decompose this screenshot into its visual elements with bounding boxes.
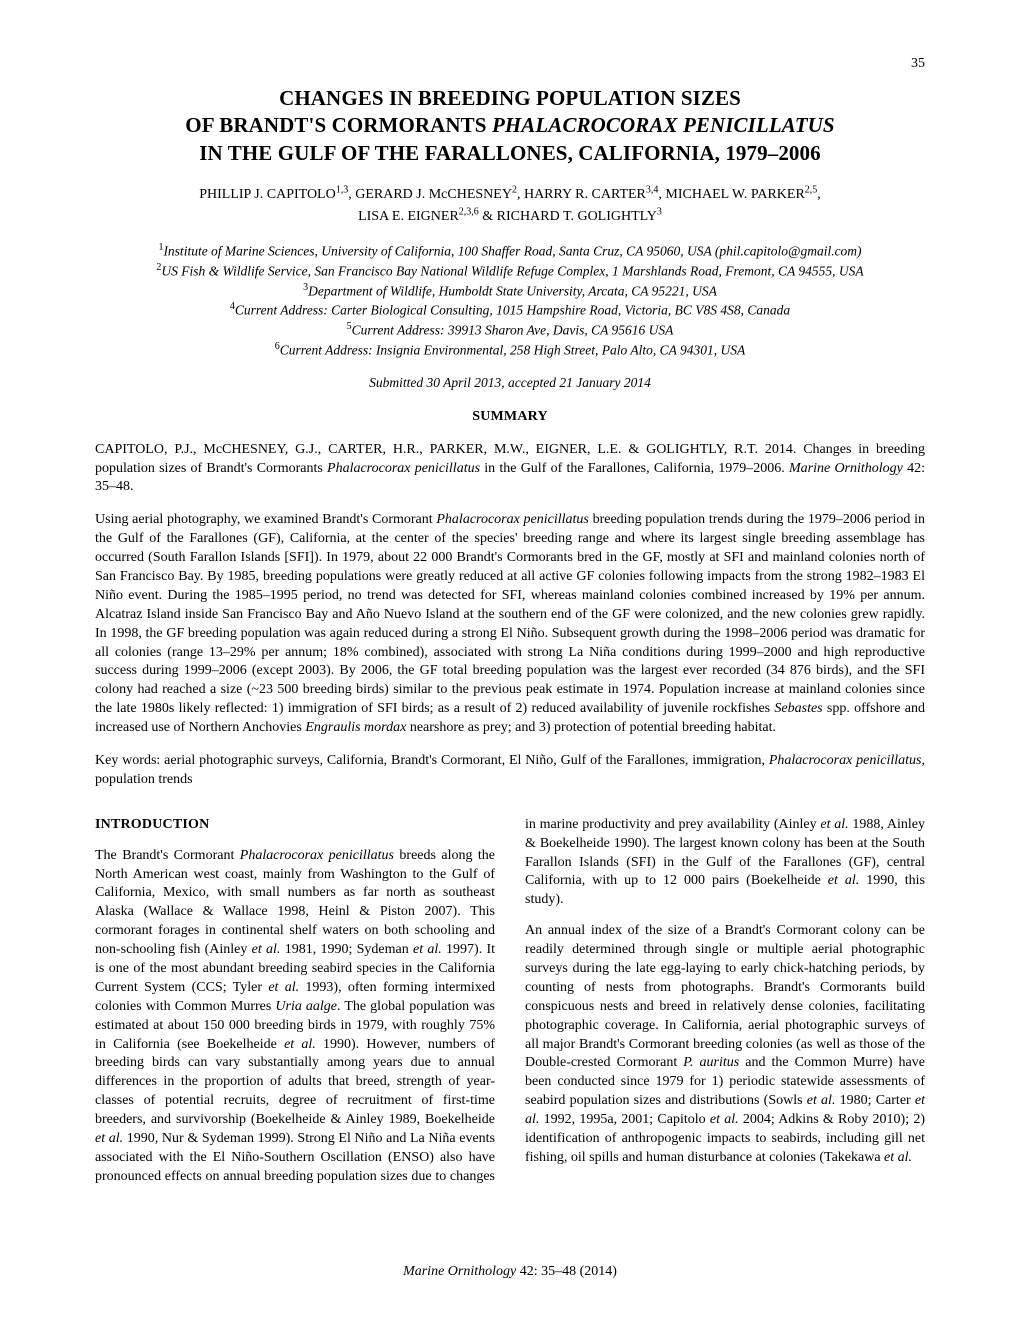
title-line-1: CHANGES IN BREEDING POPULATION SIZES (279, 86, 741, 110)
introduction-heading: INTRODUCTION (95, 816, 495, 835)
affiliation-2: 2US Fish & Wildlife Service, San Francis… (95, 261, 925, 281)
keywords: Key words: aerial photographic surveys, … (95, 752, 925, 790)
citation-species: Phalacrocorax penicillatus (327, 461, 480, 476)
affiliation-6: 6Current Address: Insignia Environmental… (95, 340, 925, 360)
submitted-dates: Submitted 30 April 2013, accepted 21 Jan… (95, 374, 925, 392)
authors-line-1: PHILLIP J. CAPITOLO1,3, GERARD J. McCHES… (199, 187, 821, 202)
affiliation-3: 3Department of Wildlife, Humboldt State … (95, 281, 925, 301)
abstract: Using aerial photography, we examined Br… (95, 511, 925, 738)
intro-paragraph-2: An annual index of the size of a Brandt'… (525, 922, 925, 1168)
title-line-3: IN THE GULF OF THE FARALLONES, CALIFORNI… (199, 141, 820, 165)
footer: Marine Ornithology 42: 35–48 (2014) (0, 1263, 1020, 1282)
page: 35 CHANGES IN BREEDING POPULATION SIZES … (0, 0, 1020, 1320)
article-title: CHANGES IN BREEDING POPULATION SIZES OF … (95, 85, 925, 167)
affiliation-1: 1Institute of Marine Sciences, Universit… (95, 241, 925, 261)
title-line-2a: OF BRANDT'S CORMORANTS (185, 113, 492, 137)
affiliations: 1Institute of Marine Sciences, Universit… (95, 241, 925, 359)
footer-vol: 42: 35–48 (2014) (516, 1264, 617, 1279)
authors-line-2: LISA E. EIGNER2,3,6 & RICHARD T. GOLIGHT… (358, 209, 662, 224)
citation-journal: Marine Ornithology (789, 461, 903, 476)
summary-heading: SUMMARY (95, 408, 925, 427)
citation-rest: in the Gulf of the Farallones, Californi… (480, 461, 789, 476)
affiliation-4: 4Current Address: Carter Biological Cons… (95, 300, 925, 320)
body-columns: INTRODUCTION The Brandt's Cormorant Phal… (95, 816, 925, 1187)
authors: PHILLIP J. CAPITOLO1,3, GERARD J. McCHES… (95, 182, 925, 227)
page-number: 35 (911, 55, 925, 74)
title-species: PHALACROCORAX PENICILLATUS (492, 113, 835, 137)
affiliation-5: 5Current Address: 39913 Sharon Ave, Davi… (95, 320, 925, 340)
citation-block: CAPITOLO, P.J., McCHESNEY, G.J., CARTER,… (95, 441, 925, 498)
footer-journal: Marine Ornithology (403, 1264, 516, 1279)
